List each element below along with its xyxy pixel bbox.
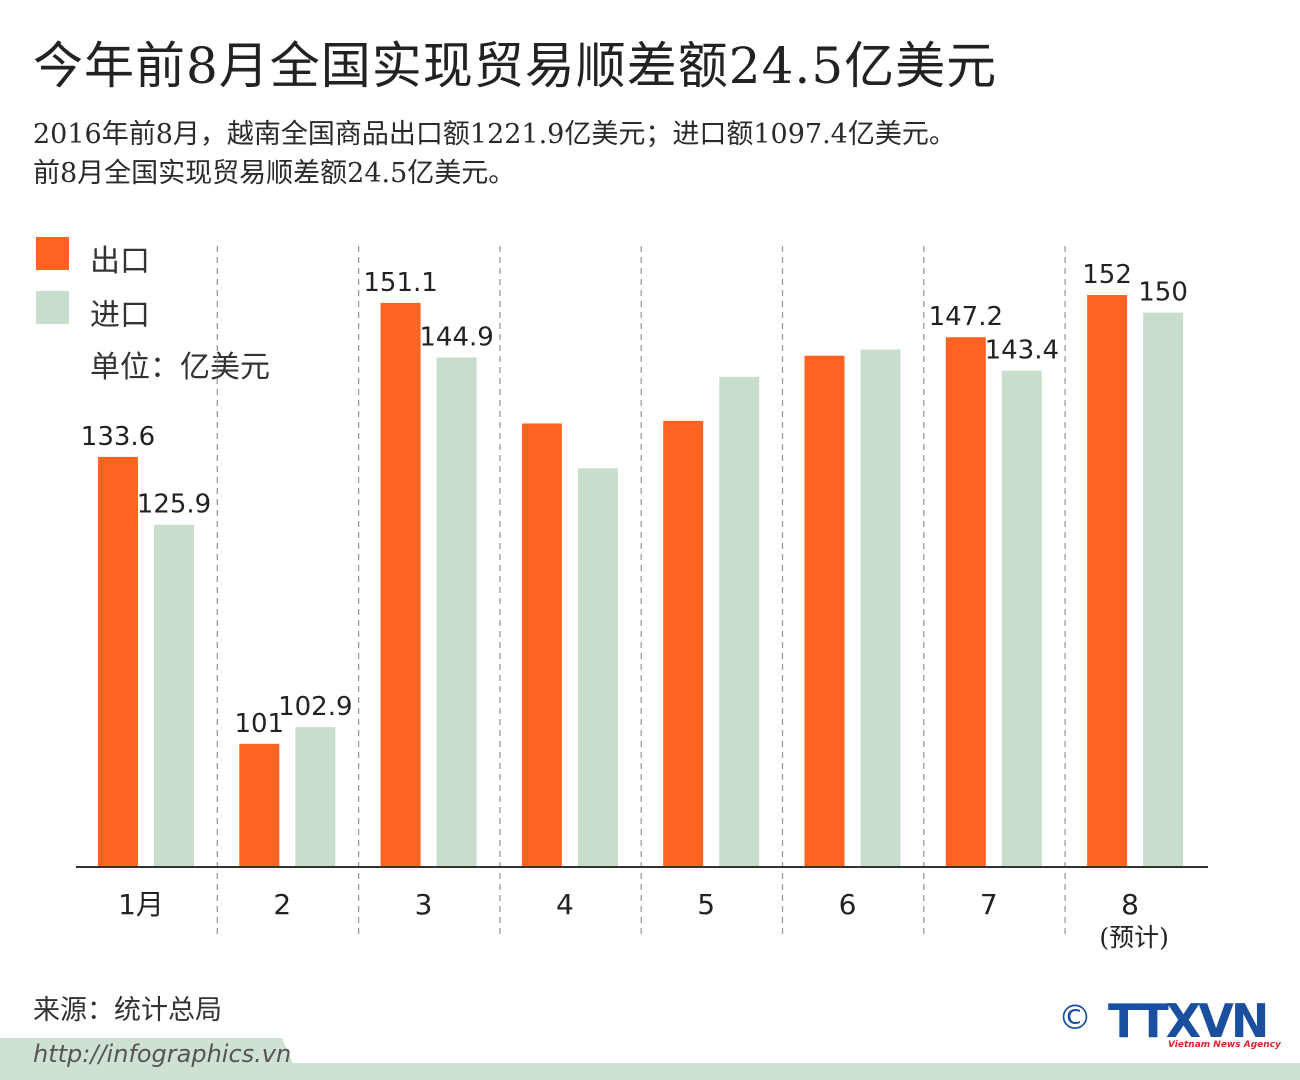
export-value-label: 101 xyxy=(234,709,284,739)
export-bar xyxy=(1087,295,1128,867)
import-bar xyxy=(154,524,194,867)
x-tick-label: 8 xyxy=(1121,888,1139,921)
export-bar xyxy=(239,743,280,867)
import-value-label: 144.9 xyxy=(419,322,493,352)
import-bar xyxy=(1143,312,1184,868)
agency-tagline: Vietnam News Agency xyxy=(1168,1040,1281,1050)
import-bar xyxy=(436,357,477,867)
import-bar xyxy=(295,727,336,867)
x-tick-label: 4 xyxy=(556,888,574,921)
import-value-label: 102.9 xyxy=(278,692,352,722)
bar-chart: 133.6 101 151.1 147.2 152 125.9 102.9 144.9 143.… xyxy=(76,246,1208,952)
x-tick-label: 1月 xyxy=(118,888,164,921)
legend-label-export: 出口 xyxy=(90,244,150,279)
import-bar xyxy=(860,349,901,867)
x-tick-label: 5 xyxy=(697,888,715,921)
page-title: 今年前8月全国实现贸易顺差额24.5亿美元 xyxy=(33,37,998,95)
x-tick-label: 6 xyxy=(839,888,857,921)
subtitle-line-2: 前8月全国实现贸易顺差额24.5亿美元。 xyxy=(33,158,516,189)
x-tick-label: 7 xyxy=(980,888,998,921)
x-tick-label: 3 xyxy=(415,888,433,921)
footer-band xyxy=(0,1063,1300,1080)
legend-label-import: 进口 xyxy=(90,298,150,333)
legend-swatch-import xyxy=(36,291,69,324)
unit-label: 单位：亿美元 xyxy=(90,350,270,385)
x-tick-label: 2 xyxy=(273,888,291,921)
source-note: 来源：统计总局 xyxy=(33,995,222,1026)
x-tick-sublabel: (预计) xyxy=(1099,923,1169,952)
export-bar xyxy=(663,420,704,867)
import-bar xyxy=(1001,370,1042,867)
export-value-label: 151.1 xyxy=(363,268,437,298)
export-bar xyxy=(98,456,138,867)
import-bar xyxy=(577,468,618,867)
export-bar xyxy=(521,423,562,867)
import-value-label: 150 xyxy=(1138,278,1188,308)
import-value-label: 125.9 xyxy=(137,490,211,520)
import-bar xyxy=(719,376,760,867)
export-value-label: 147.2 xyxy=(929,302,1003,332)
copyright-icon: © xyxy=(1058,998,1092,1038)
export-bar xyxy=(945,337,986,867)
import-value-label: 143.4 xyxy=(985,336,1059,366)
agency-logo: TTXVN xyxy=(1108,994,1269,1048)
legend-swatch-export xyxy=(36,237,69,270)
subtitle-line-1: 2016年前8月，越南全国商品出口额1221.9亿美元；进口额1097.4亿美元… xyxy=(33,119,956,150)
export-bar xyxy=(804,355,845,867)
export-value-label: 133.6 xyxy=(81,422,155,452)
export-value-label: 152 xyxy=(1082,260,1132,290)
site-url: http://infographics.vn xyxy=(33,1040,292,1068)
export-bar xyxy=(380,302,421,867)
